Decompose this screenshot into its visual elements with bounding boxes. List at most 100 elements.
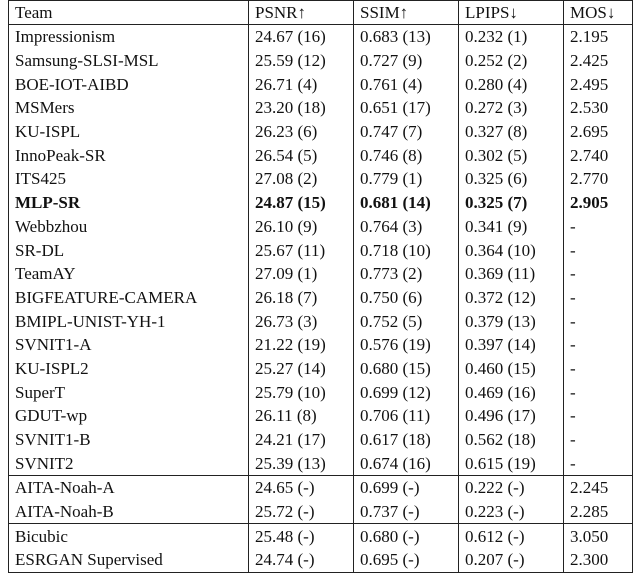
table-row: InnoPeak-SR 26.54 (5) 0.746 (8) 0.302 (5) 2.…: [8, 143, 633, 168]
table-cell: 0.746 (8): [353, 143, 459, 168]
table-cell: BOE-IOT-AIBD: [8, 72, 249, 97]
table-cell: 26.10 (9): [248, 214, 354, 239]
table-cell: 0.680 (15): [353, 356, 459, 381]
table-header: Team PSNR↑ SSIM↑ LPIPS↓ MOS↓: [8, 0, 633, 25]
results-table: Team PSNR↑ SSIM↑ LPIPS↓ MOS↓ Impressionism 24…: [8, 0, 633, 573]
table-cell: 0.460 (15): [458, 356, 564, 381]
table-cell: TeamAY: [8, 261, 249, 286]
table-row: KU-ISPL 26.23 (6) 0.747 (7) 0.327 (8) 2.695: [8, 119, 633, 144]
table-row: SVNIT2 25.39 (13) 0.674 (16) 0.615 (19) -: [8, 451, 633, 477]
table-row: SVNIT1-B 24.21 (17) 0.617 (18) 0.562 (18) -: [8, 427, 633, 452]
table-cell: 3.050: [563, 523, 633, 549]
table-cell: -: [563, 404, 633, 428]
table-cell: 24.74 (-): [248, 548, 354, 573]
table-cell: 25.27 (14): [248, 356, 354, 381]
table-cell: MSMers: [8, 96, 249, 120]
table-row: BMIPL-UNIST-YH-1 26.73 (3) 0.752 (5) 0.379 …: [8, 309, 633, 333]
table-cell: 0.699 (-): [353, 475, 459, 500]
table-cell: 0.327 (8): [458, 119, 564, 144]
table-cell: 0.364 (10): [458, 238, 564, 262]
table-cell: KU-ISPL2: [8, 356, 249, 381]
table-cell: 24.21 (17): [248, 427, 354, 452]
table-cell: AITA-Noah-B: [8, 499, 249, 525]
table-cell: 24.65 (-): [248, 475, 354, 500]
table-cell: 0.207 (-): [458, 548, 564, 573]
table-cell: 0.699 (12): [353, 380, 459, 404]
table-cell: 25.39 (13): [248, 451, 354, 477]
table-cell: -: [563, 309, 633, 333]
table-cell: 26.54 (5): [248, 143, 354, 168]
table-cell: -: [563, 451, 633, 477]
table-row: BIGFEATURE-CAMERA 26.18 (7) 0.750 (6) 0.372…: [8, 285, 633, 310]
table-cell: MLP-SR: [8, 190, 249, 215]
table-row: BOE-IOT-AIBD 26.71 (4) 0.761 (4) 0.280 (4) 2…: [8, 72, 633, 97]
table-cell: KU-ISPL: [8, 119, 249, 144]
table-cell: 27.09 (1): [248, 261, 354, 286]
table-cell: 0.272 (3): [458, 96, 564, 120]
table-cell: InnoPeak-SR: [8, 143, 249, 168]
table-cell: 2.285: [563, 499, 633, 525]
table-row: MLP-SR 24.87 (15) 0.681 (14) 0.325 (7) 2.905: [8, 190, 633, 215]
table-section: Impressionism 24.67 (16) 0.683 (13) 0.232 (…: [8, 24, 633, 477]
table-cell: BIGFEATURE-CAMERA: [8, 285, 249, 310]
table-cell: 26.18 (7): [248, 285, 354, 310]
table-row: ESRGAN Supervised 24.74 (-) 0.695 (-) 0.207…: [8, 548, 633, 573]
table-cell: -: [563, 261, 633, 286]
table-cell: 0.615 (19): [458, 451, 564, 477]
table-cell: 25.67 (11): [248, 238, 354, 262]
table-cell: -: [563, 427, 633, 452]
table-cell: 2.695: [563, 119, 633, 144]
table-row: SR-DL 25.67 (11) 0.718 (10) 0.364 (10) -: [8, 238, 633, 262]
table-cell: SVNIT2: [8, 451, 249, 477]
table-cell: Webbzhou: [8, 214, 249, 239]
table-cell: 0.718 (10): [353, 238, 459, 262]
table-cell: -: [563, 356, 633, 381]
table-cell: 0.706 (11): [353, 404, 459, 428]
table-section: Bicubic 25.48 (-) 0.680 (-) 0.612 (-) 3.050 E…: [8, 523, 633, 573]
table-row: SuperT 25.79 (10) 0.699 (12) 0.469 (16) -: [8, 380, 633, 404]
table-row: KU-ISPL2 25.27 (14) 0.680 (15) 0.460 (15) -: [8, 356, 633, 381]
table-cell: SVNIT1-A: [8, 332, 249, 357]
table-cell: BMIPL-UNIST-YH-1: [8, 309, 249, 333]
table-cell: 2.740: [563, 143, 633, 168]
table-cell: 25.79 (10): [248, 380, 354, 404]
table-cell: ITS425: [8, 167, 249, 191]
table-cell: -: [563, 238, 633, 262]
table-cell: 0.341 (9): [458, 214, 564, 239]
table-cell: Samsung-SLSI-MSL: [8, 48, 249, 73]
table-cell: 0.779 (1): [353, 167, 459, 191]
table-cell: 2.905: [563, 190, 633, 215]
table-row: Bicubic 25.48 (-) 0.680 (-) 0.612 (-) 3.050: [8, 523, 633, 549]
table-cell: 25.48 (-): [248, 523, 354, 549]
table-row: Impressionism 24.67 (16) 0.683 (13) 0.232 (…: [8, 24, 633, 49]
table-row: MSMers 23.20 (18) 0.651 (17) 0.272 (3) 2.530: [8, 96, 633, 120]
table-cell: 25.59 (12): [248, 48, 354, 73]
table-cell: 0.651 (17): [353, 96, 459, 120]
table-cell: 0.302 (5): [458, 143, 564, 168]
table-cell: 0.617 (18): [353, 427, 459, 452]
table-row: AITA-Noah-A 24.65 (-) 0.699 (-) 0.222 (-) 2.…: [8, 475, 633, 500]
table-cell: 21.22 (19): [248, 332, 354, 357]
table-cell: 0.681 (14): [353, 190, 459, 215]
table-cell: 0.695 (-): [353, 548, 459, 573]
table-cell: -: [563, 285, 633, 310]
table-row: ITS425 27.08 (2) 0.779 (1) 0.325 (6) 2.770: [8, 167, 633, 191]
table-cell: SR-DL: [8, 238, 249, 262]
table-cell: 24.67 (16): [248, 24, 354, 49]
table-section: AITA-Noah-A 24.65 (-) 0.699 (-) 0.222 (-) 2.…: [8, 475, 633, 525]
table-cell: Impressionism: [8, 24, 249, 49]
table-row: SVNIT1-A 21.22 (19) 0.576 (19) 0.397 (14) -: [8, 332, 633, 357]
table-cell: SVNIT1-B: [8, 427, 249, 452]
table-cell: 0.397 (14): [458, 332, 564, 357]
table-cell: 0.674 (16): [353, 451, 459, 477]
table-cell: 0.683 (13): [353, 24, 459, 49]
table-cell: 26.23 (6): [248, 119, 354, 144]
table-cell: 2.245: [563, 475, 633, 500]
table-cell: 0.372 (12): [458, 285, 564, 310]
header-row: Team PSNR↑ SSIM↑ LPIPS↓ MOS↓: [8, 0, 633, 25]
table-cell: 2.770: [563, 167, 633, 191]
table-cell: 0.680 (-): [353, 523, 459, 549]
table-cell: 25.72 (-): [248, 499, 354, 525]
table-cell: -: [563, 380, 633, 404]
